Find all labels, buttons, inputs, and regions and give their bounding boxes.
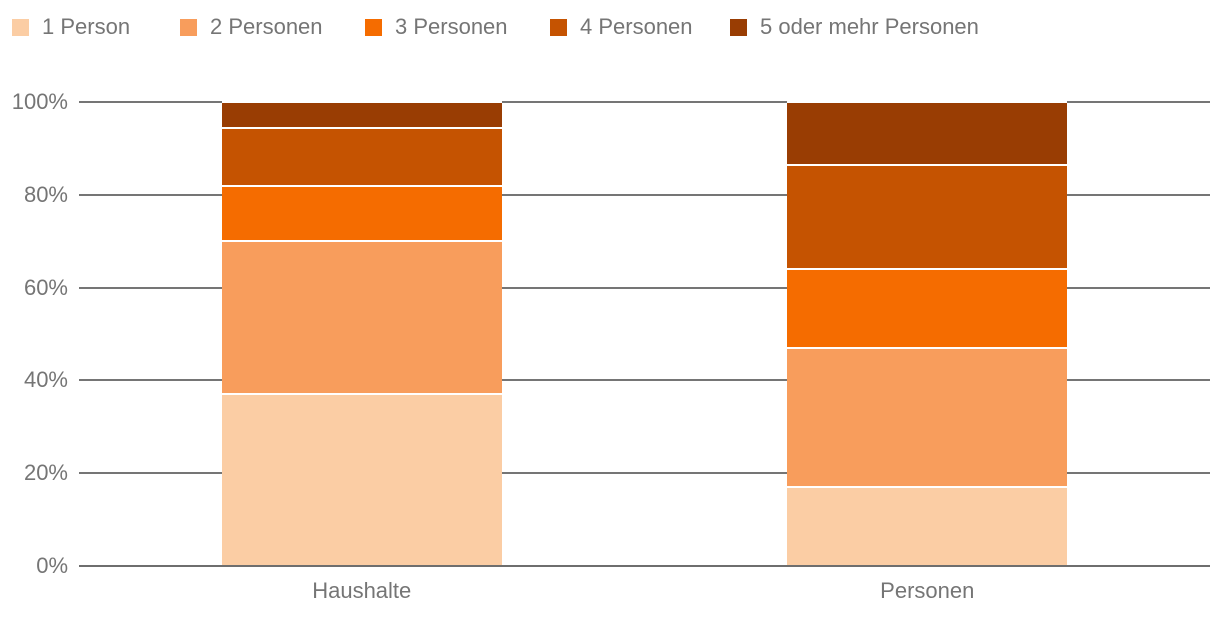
gridline [79,101,1210,103]
bar-segment-haushalte-5-oder-mehr-personen[interactable] [221,101,502,127]
bar-segment-personen-4-personen[interactable] [787,163,1068,269]
legend-label: 1 Person [42,14,131,39]
gridline [79,379,1210,382]
bar-segment-haushalte-2-personen[interactable] [221,240,502,394]
bar-segment-haushalte-3-personen[interactable] [221,184,502,241]
legend-swatch-icon [12,18,29,36]
legend-label: 5 oder mehr Personen [760,14,979,39]
y-axis-tick-label: 60% [23,274,68,300]
legend-item: 5 oder mehr Personen [730,14,979,40]
legend-item: 3 Personen [365,14,508,40]
y-axis-tick-label: 20% [23,460,68,486]
bar-segment-personen-2-personen[interactable] [787,346,1068,487]
legend: 1 Person 2 Personen 3 Personen 4 Personen 5 … [0,0,1220,50]
gridline [79,472,1210,475]
legend-item: 4 Personen [550,14,693,40]
bar-segment-haushalte-4-personen[interactable] [221,126,502,185]
legend-swatch-icon [365,18,382,36]
bar-personen [787,101,1068,565]
y-axis-tick-label: 100% [11,89,68,114]
plot-area [79,101,1210,567]
bar-segment-personen-3-personen[interactable] [787,268,1068,347]
legend-swatch-icon [550,18,567,36]
bar-segment-haushalte-1-person[interactable] [221,393,502,565]
legend-swatch-icon [730,18,747,36]
legend-label: 4 Personen [580,14,693,39]
legend-item: 2 Personen [180,14,323,40]
y-axis-tick-label: 80% [23,181,68,207]
x-axis-label-haushalte: Haushalte [312,578,412,603]
bar-haushalte [221,101,502,565]
y-axis-tick-label: 0% [36,553,68,578]
bar-segment-personen-1-person[interactable] [787,486,1068,565]
y-axis-tick-label: 40% [23,367,68,393]
legend-label: 3 Personen [395,14,508,39]
x-axis-label-personen: Personen [880,578,975,603]
x-axis-baseline [79,565,1210,567]
legend-label: 2 Personen [210,14,323,39]
gridline [79,286,1210,289]
legend-item: 1 Person [12,14,130,40]
legend-swatch-icon [180,18,197,36]
gridline [79,193,1210,196]
bar-segment-personen-5-oder-mehr-personen[interactable] [787,101,1068,164]
